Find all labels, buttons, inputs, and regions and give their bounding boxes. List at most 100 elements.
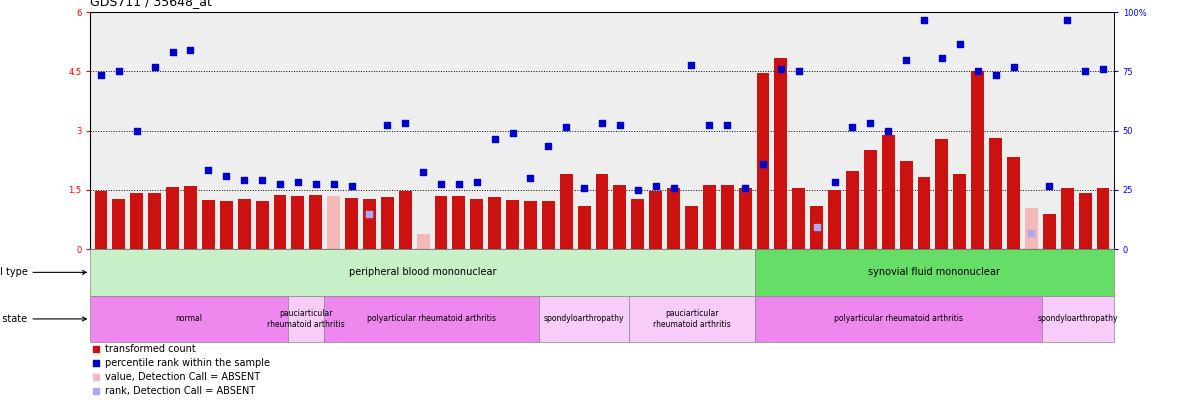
Point	[843, 124, 862, 130]
Text: pauciarticular
rheumatoid arthritis: pauciarticular rheumatoid arthritis	[267, 309, 344, 328]
Bar	[667, 188, 680, 249]
Point	[163, 48, 182, 55]
Bar	[703, 185, 716, 249]
Text: pauciarticular
rheumatoid arthritis: pauciarticular rheumatoid arthritis	[653, 309, 731, 328]
Text: spondyloarthropathy: spondyloarthropathy	[1038, 314, 1119, 324]
Bar	[864, 150, 877, 249]
Bar	[288, 296, 324, 342]
Point	[879, 127, 898, 134]
Text: normal: normal	[176, 314, 202, 324]
Point	[1040, 183, 1060, 189]
Point	[217, 173, 236, 179]
Bar	[560, 174, 573, 249]
Bar	[846, 171, 858, 249]
Text: polyarticular rheumatoid arthritis: polyarticular rheumatoid arthritis	[367, 314, 496, 324]
Point	[950, 40, 969, 47]
Bar	[220, 201, 232, 249]
Point	[897, 56, 916, 63]
Bar	[1043, 214, 1056, 249]
Point	[1093, 66, 1112, 72]
Point	[861, 119, 880, 126]
Point	[467, 179, 486, 185]
Bar	[774, 58, 787, 249]
Bar	[488, 197, 501, 249]
Text: GDS711 / 35648_at: GDS711 / 35648_at	[90, 0, 212, 8]
Bar	[628, 296, 755, 342]
Point	[772, 66, 791, 72]
Point	[628, 187, 648, 193]
Point	[663, 185, 683, 191]
Point	[360, 210, 379, 217]
Bar	[578, 206, 590, 249]
Bar	[506, 200, 519, 249]
Point	[485, 135, 504, 142]
Text: peripheral blood mononuclear: peripheral blood mononuclear	[349, 267, 496, 277]
Point	[789, 68, 808, 75]
Bar	[739, 188, 751, 249]
Bar	[755, 296, 1041, 342]
Bar	[90, 249, 755, 296]
Bar	[954, 174, 967, 249]
Point	[807, 224, 826, 230]
Bar	[90, 296, 288, 342]
Bar	[936, 139, 949, 249]
Bar	[899, 162, 913, 249]
Bar	[1097, 188, 1109, 249]
Point	[538, 143, 557, 150]
Bar	[112, 198, 125, 249]
Bar	[828, 190, 842, 249]
Text: rank, Detection Call = ABSENT: rank, Detection Call = ABSENT	[105, 386, 255, 396]
Bar	[324, 296, 539, 342]
Point	[736, 185, 755, 191]
Point	[1057, 17, 1076, 23]
Point	[503, 129, 523, 136]
Point	[754, 161, 773, 167]
Point	[986, 72, 1005, 79]
Point	[1022, 230, 1041, 237]
Bar	[539, 296, 628, 342]
Point	[342, 183, 361, 189]
Bar	[453, 196, 465, 249]
Point	[92, 72, 111, 79]
Point	[361, 243, 380, 250]
Point	[361, 117, 380, 123]
Point	[306, 181, 325, 187]
Bar	[327, 196, 340, 249]
Point	[449, 181, 468, 187]
Point	[556, 124, 576, 130]
Point	[396, 119, 415, 126]
Bar	[1079, 193, 1092, 249]
Point	[521, 175, 541, 181]
Bar	[291, 196, 305, 249]
Text: disease state: disease state	[0, 314, 87, 324]
Bar	[471, 198, 483, 249]
Bar	[95, 191, 107, 249]
Bar	[148, 193, 161, 249]
Point	[128, 127, 147, 134]
Bar	[1061, 188, 1074, 249]
Point	[610, 122, 630, 128]
Bar	[130, 193, 143, 249]
Bar	[721, 185, 733, 249]
Point	[431, 181, 450, 187]
Text: synovial fluid mononuclear: synovial fluid mononuclear	[868, 267, 1001, 277]
Bar	[184, 186, 197, 249]
Bar	[542, 201, 555, 249]
Point	[968, 68, 987, 75]
Text: value, Detection Call = ABSENT: value, Detection Call = ABSENT	[105, 372, 260, 382]
Bar	[972, 71, 984, 249]
Point	[718, 122, 737, 128]
Point	[914, 17, 933, 23]
Point	[324, 181, 343, 187]
Bar	[166, 187, 179, 249]
Bar	[237, 198, 250, 249]
Bar	[417, 234, 430, 249]
Bar	[1025, 208, 1038, 249]
Bar	[273, 194, 287, 249]
Point	[592, 119, 612, 126]
Point	[288, 179, 307, 185]
Bar	[810, 206, 824, 249]
Bar	[1007, 158, 1020, 249]
Text: cell type: cell type	[0, 267, 87, 277]
Bar	[917, 177, 931, 249]
